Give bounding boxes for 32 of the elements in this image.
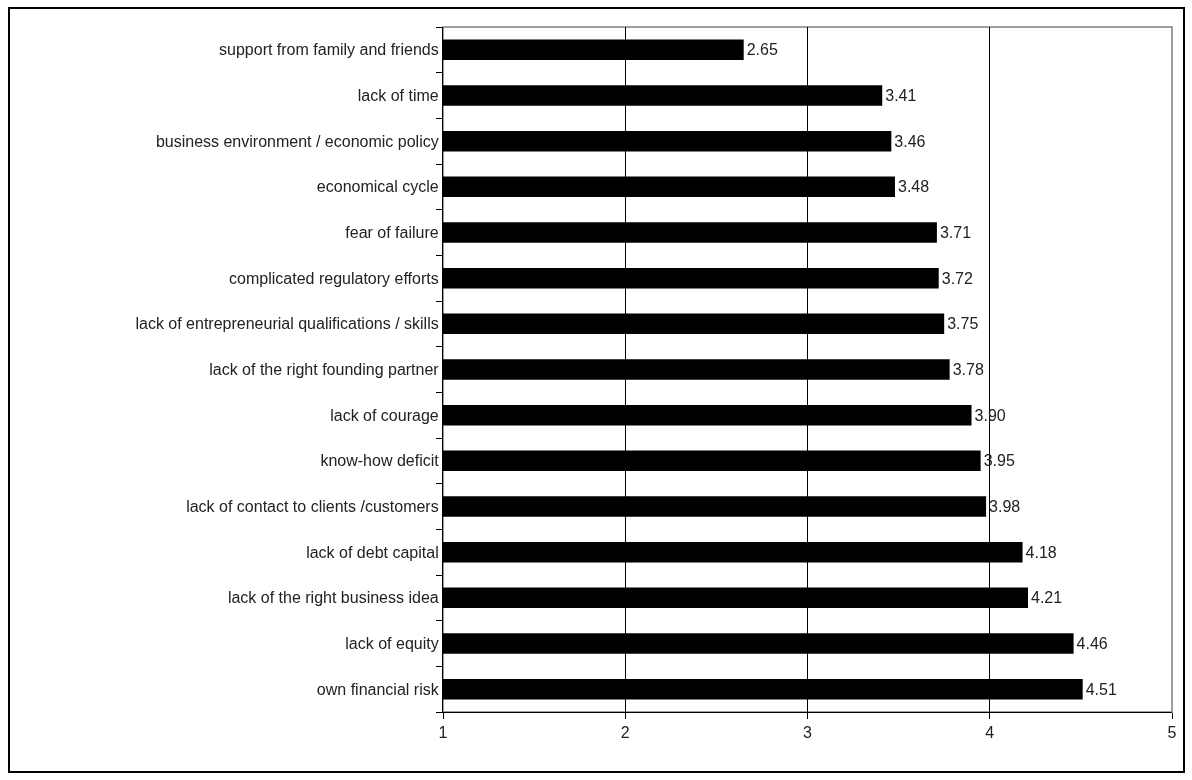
- y-tick-label: complicated regulatory efforts: [229, 269, 439, 287]
- data-label: 4.18: [1025, 543, 1057, 561]
- data-label: 4.51: [1085, 680, 1117, 698]
- y-tick-label: fear of failure: [345, 224, 439, 242]
- y-tick-label: lack of entrepreneurial qualifications / skills: [135, 315, 439, 333]
- data-label: 3.71: [939, 224, 972, 241]
- y-tick-label: lack of debt capital: [306, 543, 439, 561]
- data-label: 3.46: [894, 132, 926, 150]
- y-tick-label: lack of contact to clients /customers: [186, 498, 439, 516]
- y-tick-label: lack of courage: [330, 406, 439, 424]
- data-label: 2.65: [746, 41, 778, 59]
- y-tick-label: lack of equity: [345, 635, 439, 653]
- data-label: 3.48: [897, 178, 930, 196]
- data-label: 3.78: [952, 361, 984, 379]
- y-tick-label: lack of the right business idea: [227, 589, 439, 607]
- x-tick-label: 4: [985, 724, 995, 742]
- data-label: 3.75: [947, 315, 979, 333]
- x-tick-label: 1: [438, 724, 448, 742]
- data-label: 4.21: [1031, 589, 1063, 607]
- y-tick-label: business environment / economic policy: [155, 132, 439, 150]
- data-label: 3.41: [885, 87, 917, 104]
- y-tick-label: lack of the right founding partner: [209, 361, 440, 379]
- y-tick-label: know-how deficit: [320, 452, 440, 470]
- y-tick-label: support from family and friends: [219, 41, 439, 59]
- data-label: 3.72: [941, 269, 973, 287]
- x-tick-label: 2: [620, 724, 630, 742]
- y-tick-label: lack of time: [357, 87, 439, 105]
- x-tick-label: 5: [1167, 724, 1177, 742]
- data-label: 4.46: [1076, 635, 1108, 653]
- y-tick-label: own financial risk: [316, 680, 440, 698]
- y-tick-label: economical cycle: [316, 178, 439, 196]
- x-tick-label: 3: [803, 724, 813, 742]
